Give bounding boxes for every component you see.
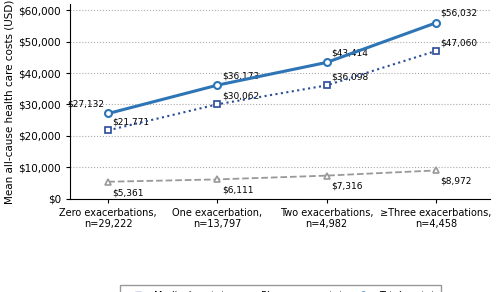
- Legend: Medical costs*, Pharmacy costs*, Total costs*: Medical costs*, Pharmacy costs*, Total c…: [120, 285, 440, 292]
- Text: $43,414: $43,414: [331, 48, 368, 58]
- Text: $5,361: $5,361: [112, 188, 144, 197]
- Text: $27,132: $27,132: [67, 100, 104, 108]
- Text: $36,098: $36,098: [331, 73, 368, 82]
- Text: $6,111: $6,111: [222, 186, 254, 195]
- Text: $30,062: $30,062: [222, 91, 259, 100]
- Text: $8,972: $8,972: [440, 177, 472, 186]
- Y-axis label: Mean all-cause health care costs (USD): Mean all-cause health care costs (USD): [4, 0, 14, 204]
- Text: $47,060: $47,060: [440, 38, 478, 47]
- Text: $21,771: $21,771: [112, 118, 150, 126]
- Text: $7,316: $7,316: [331, 182, 362, 191]
- Text: $36,173: $36,173: [222, 71, 259, 80]
- Text: $56,032: $56,032: [440, 9, 478, 18]
